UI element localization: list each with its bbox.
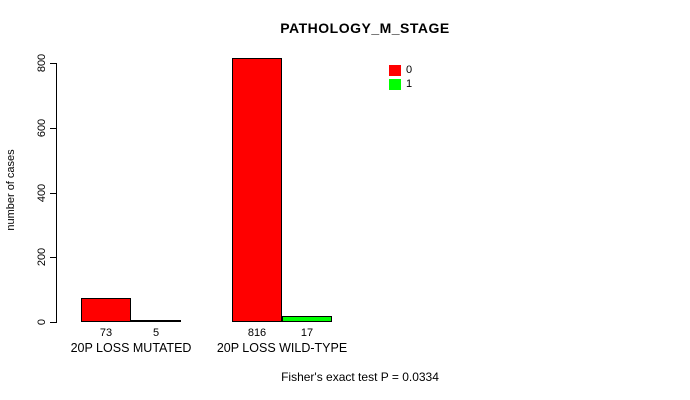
y-tick bbox=[50, 322, 56, 323]
y-tick bbox=[50, 192, 56, 194]
bar-value-label: 17 bbox=[300, 327, 314, 339]
chart-title: PATHOLOGY_M_STAGE bbox=[280, 20, 450, 36]
legend-item: 1 bbox=[389, 77, 412, 91]
y-tick-label: 800 bbox=[36, 53, 48, 73]
legend-item: 0 bbox=[389, 63, 412, 77]
bar-value-label: 5 bbox=[152, 327, 160, 339]
y-tick-label: 0 bbox=[36, 318, 48, 326]
y-tick bbox=[50, 257, 56, 259]
y-tick bbox=[50, 127, 56, 129]
bar-group2-series-1 bbox=[282, 316, 332, 322]
legend-swatch bbox=[389, 78, 401, 90]
bar-group1-series-0 bbox=[81, 298, 131, 322]
y-tick-label: 200 bbox=[36, 248, 48, 267]
bar-value-label: 73 bbox=[99, 327, 113, 339]
category-label: 20P LOSS WILD-TYPE bbox=[216, 341, 348, 355]
y-axis bbox=[56, 63, 57, 323]
legend-label: 0 bbox=[406, 64, 413, 76]
legend-swatch bbox=[389, 64, 401, 76]
y-tick bbox=[50, 63, 56, 64]
y-tick-label: 400 bbox=[36, 183, 48, 202]
y-axis-label: number of cases bbox=[5, 149, 17, 231]
y-tick-label: 600 bbox=[36, 118, 48, 137]
stat-annotation: Fisher's exact test P = 0.0334 bbox=[281, 370, 439, 384]
legend-label: 1 bbox=[406, 78, 413, 90]
bar-group1-series-1 bbox=[131, 320, 181, 323]
category-label: 20P LOSS MUTATED bbox=[70, 341, 192, 355]
bar-value-label: 816 bbox=[247, 327, 267, 339]
bar-group2-series-0 bbox=[232, 57, 282, 322]
